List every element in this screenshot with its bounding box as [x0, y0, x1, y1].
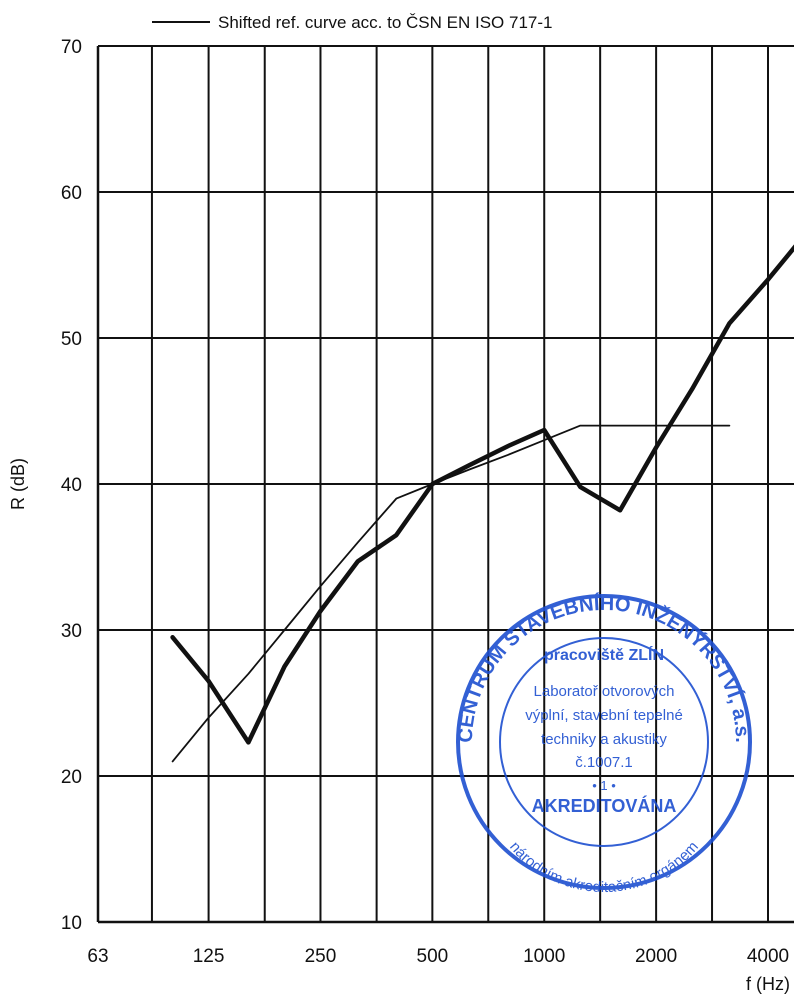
stamp-line-6: • 1 • — [592, 778, 616, 793]
y-tick-label: 50 — [61, 329, 82, 350]
x-axis-title: f (Hz) — [746, 974, 790, 994]
y-tick-label: 70 — [61, 37, 82, 58]
stamp-line-3: výplní, stavební tepelné — [525, 707, 683, 724]
series-lines — [170, 244, 794, 763]
x-tick-label: 4000 — [747, 946, 789, 967]
accreditation-stamp: CENTRUM STAVEBNÍHO INŽENÝRSTVÍ, a.s. nár… — [455, 592, 753, 896]
y-tick-label: 60 — [61, 183, 82, 204]
x-tick-label: 250 — [305, 946, 337, 967]
legend-label: Shifted ref. curve acc. to ČSN EN ISO 71… — [218, 13, 552, 32]
y-axis-title: R (dB) — [8, 458, 28, 510]
y-tick-label: 10 — [61, 913, 82, 934]
stamp-line-2: Laboratoř otvorových — [534, 683, 675, 700]
y-tick-label: 40 — [61, 475, 82, 496]
legend: Shifted ref. curve acc. to ČSN EN ISO 71… — [152, 13, 552, 32]
x-tick-label: 63 — [87, 946, 108, 967]
y-tick-label: 20 — [61, 767, 82, 788]
gridlines — [96, 45, 794, 924]
reference-curve-line — [171, 424, 731, 763]
x-tick-label: 1000 — [523, 946, 565, 967]
y-tick-label: 30 — [61, 621, 82, 642]
measured-curve-line — [170, 244, 794, 745]
x-tick-label: 500 — [417, 946, 449, 967]
x-tick-label: 2000 — [635, 946, 677, 967]
stamp-line-1: pracoviště ZLÍN — [544, 645, 664, 664]
x-tick-label: 125 — [193, 946, 225, 967]
stamp-line-4: techniky a akustiky — [541, 731, 667, 748]
stamp-line-7: AKREDITOVÁNA — [532, 795, 677, 816]
stamp-line-5: č.1007.1 — [575, 754, 633, 771]
tick-labels: 10 20 30 40 50 60 70 63 125 250 500 1000 2000 4000 — [61, 37, 789, 967]
